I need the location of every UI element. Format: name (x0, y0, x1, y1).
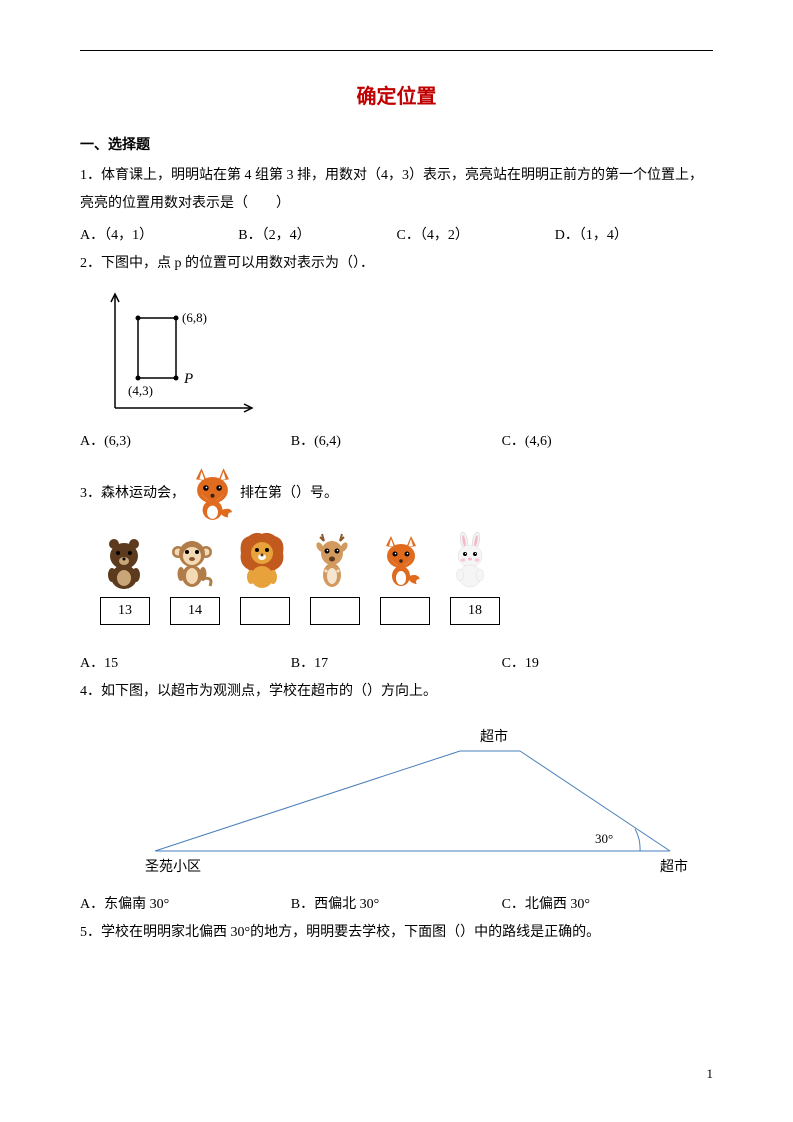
q3-opt-a: A．15 (80, 650, 291, 678)
fox-icon-inline (185, 466, 240, 521)
lion-icon (236, 531, 288, 589)
q4-angle: 30° (595, 831, 613, 846)
animal-row (100, 531, 713, 589)
q2-text: 2．下图中，点 p 的位置可以用数对表示为（）． (80, 250, 713, 278)
q1-options: A．（4，1） B．（2，4） C．（4，2） D．（1，4） (80, 222, 713, 250)
header-line (80, 50, 713, 51)
q4-graph: 超市 30° 圣苑小区 超市 (80, 721, 713, 881)
q3-options: A．15 B．17 C．19 (80, 650, 713, 678)
q4-label-top: 超市 (480, 728, 508, 745)
q1-opt-d: D．（1，4） (555, 222, 713, 250)
q4-opt-a: A．东偏南 30° (80, 891, 291, 919)
q1-text: 1．体育课上，明明站在第 4 组第 3 排，用数对（4，3）表示，亮亮站在明明正… (80, 162, 713, 218)
q3-pre: 3．森林运动会， (80, 480, 185, 508)
q2-label-68: (6,8) (182, 310, 207, 325)
bear-icon (100, 534, 148, 589)
section-header: 一、选择题 (80, 134, 713, 154)
deer-icon (308, 531, 356, 589)
q2-options: A．(6,3) B．(6,4) C．(4,6) (80, 428, 713, 456)
fox-icon (376, 534, 426, 589)
box-3 (240, 597, 290, 625)
q2-graph: (6,8) (4,3) P (90, 288, 713, 423)
q4-text: 4．如下图，以超市为观测点，学校在超市的（）方向上。 (80, 678, 713, 706)
q2-opt-c: C．(4,6) (502, 428, 713, 456)
q4-opt-b: B．西偏北 30° (291, 891, 502, 919)
q2-label-43: (4,3) (128, 383, 153, 398)
q3-opt-b: B．17 (291, 650, 502, 678)
q2-opt-b: B．(6,4) (291, 428, 502, 456)
box-1: 13 (100, 597, 150, 625)
q3-line: 3．森林运动会， 排在第（）号。 (80, 466, 713, 521)
page-title: 确定位置 (80, 80, 713, 109)
monkey-icon (168, 534, 216, 589)
q4-opt-c: C．北偏西 30° (502, 891, 713, 919)
box-6: 18 (450, 597, 500, 625)
q5-text: 5．学校在明明家北偏西 30°的地方，明明要去学校，下面图（）中的路线是正确的。 (80, 919, 713, 947)
q3-opt-c: C．19 (502, 650, 713, 678)
q4-label-right: 超市 (660, 858, 688, 875)
q3-post: 排在第（）号。 (240, 480, 338, 508)
number-row: 13 14 18 (100, 597, 713, 625)
page-number: 1 (707, 1066, 714, 1082)
q4-label-left: 圣苑小区 (145, 859, 201, 875)
rabbit-icon (446, 531, 494, 589)
q2-opt-a: A．(6,3) (80, 428, 291, 456)
q4-options: A．东偏南 30° B．西偏北 30° C．北偏西 30° (80, 891, 713, 919)
q2-label-p: P (183, 371, 193, 387)
q1-opt-c: C．（4，2） (397, 222, 555, 250)
box-5 (380, 597, 430, 625)
q1-opt-b: B．（2，4） (238, 222, 396, 250)
q1-opt-a: A．（4，1） (80, 222, 238, 250)
box-2: 14 (170, 597, 220, 625)
box-4 (310, 597, 360, 625)
